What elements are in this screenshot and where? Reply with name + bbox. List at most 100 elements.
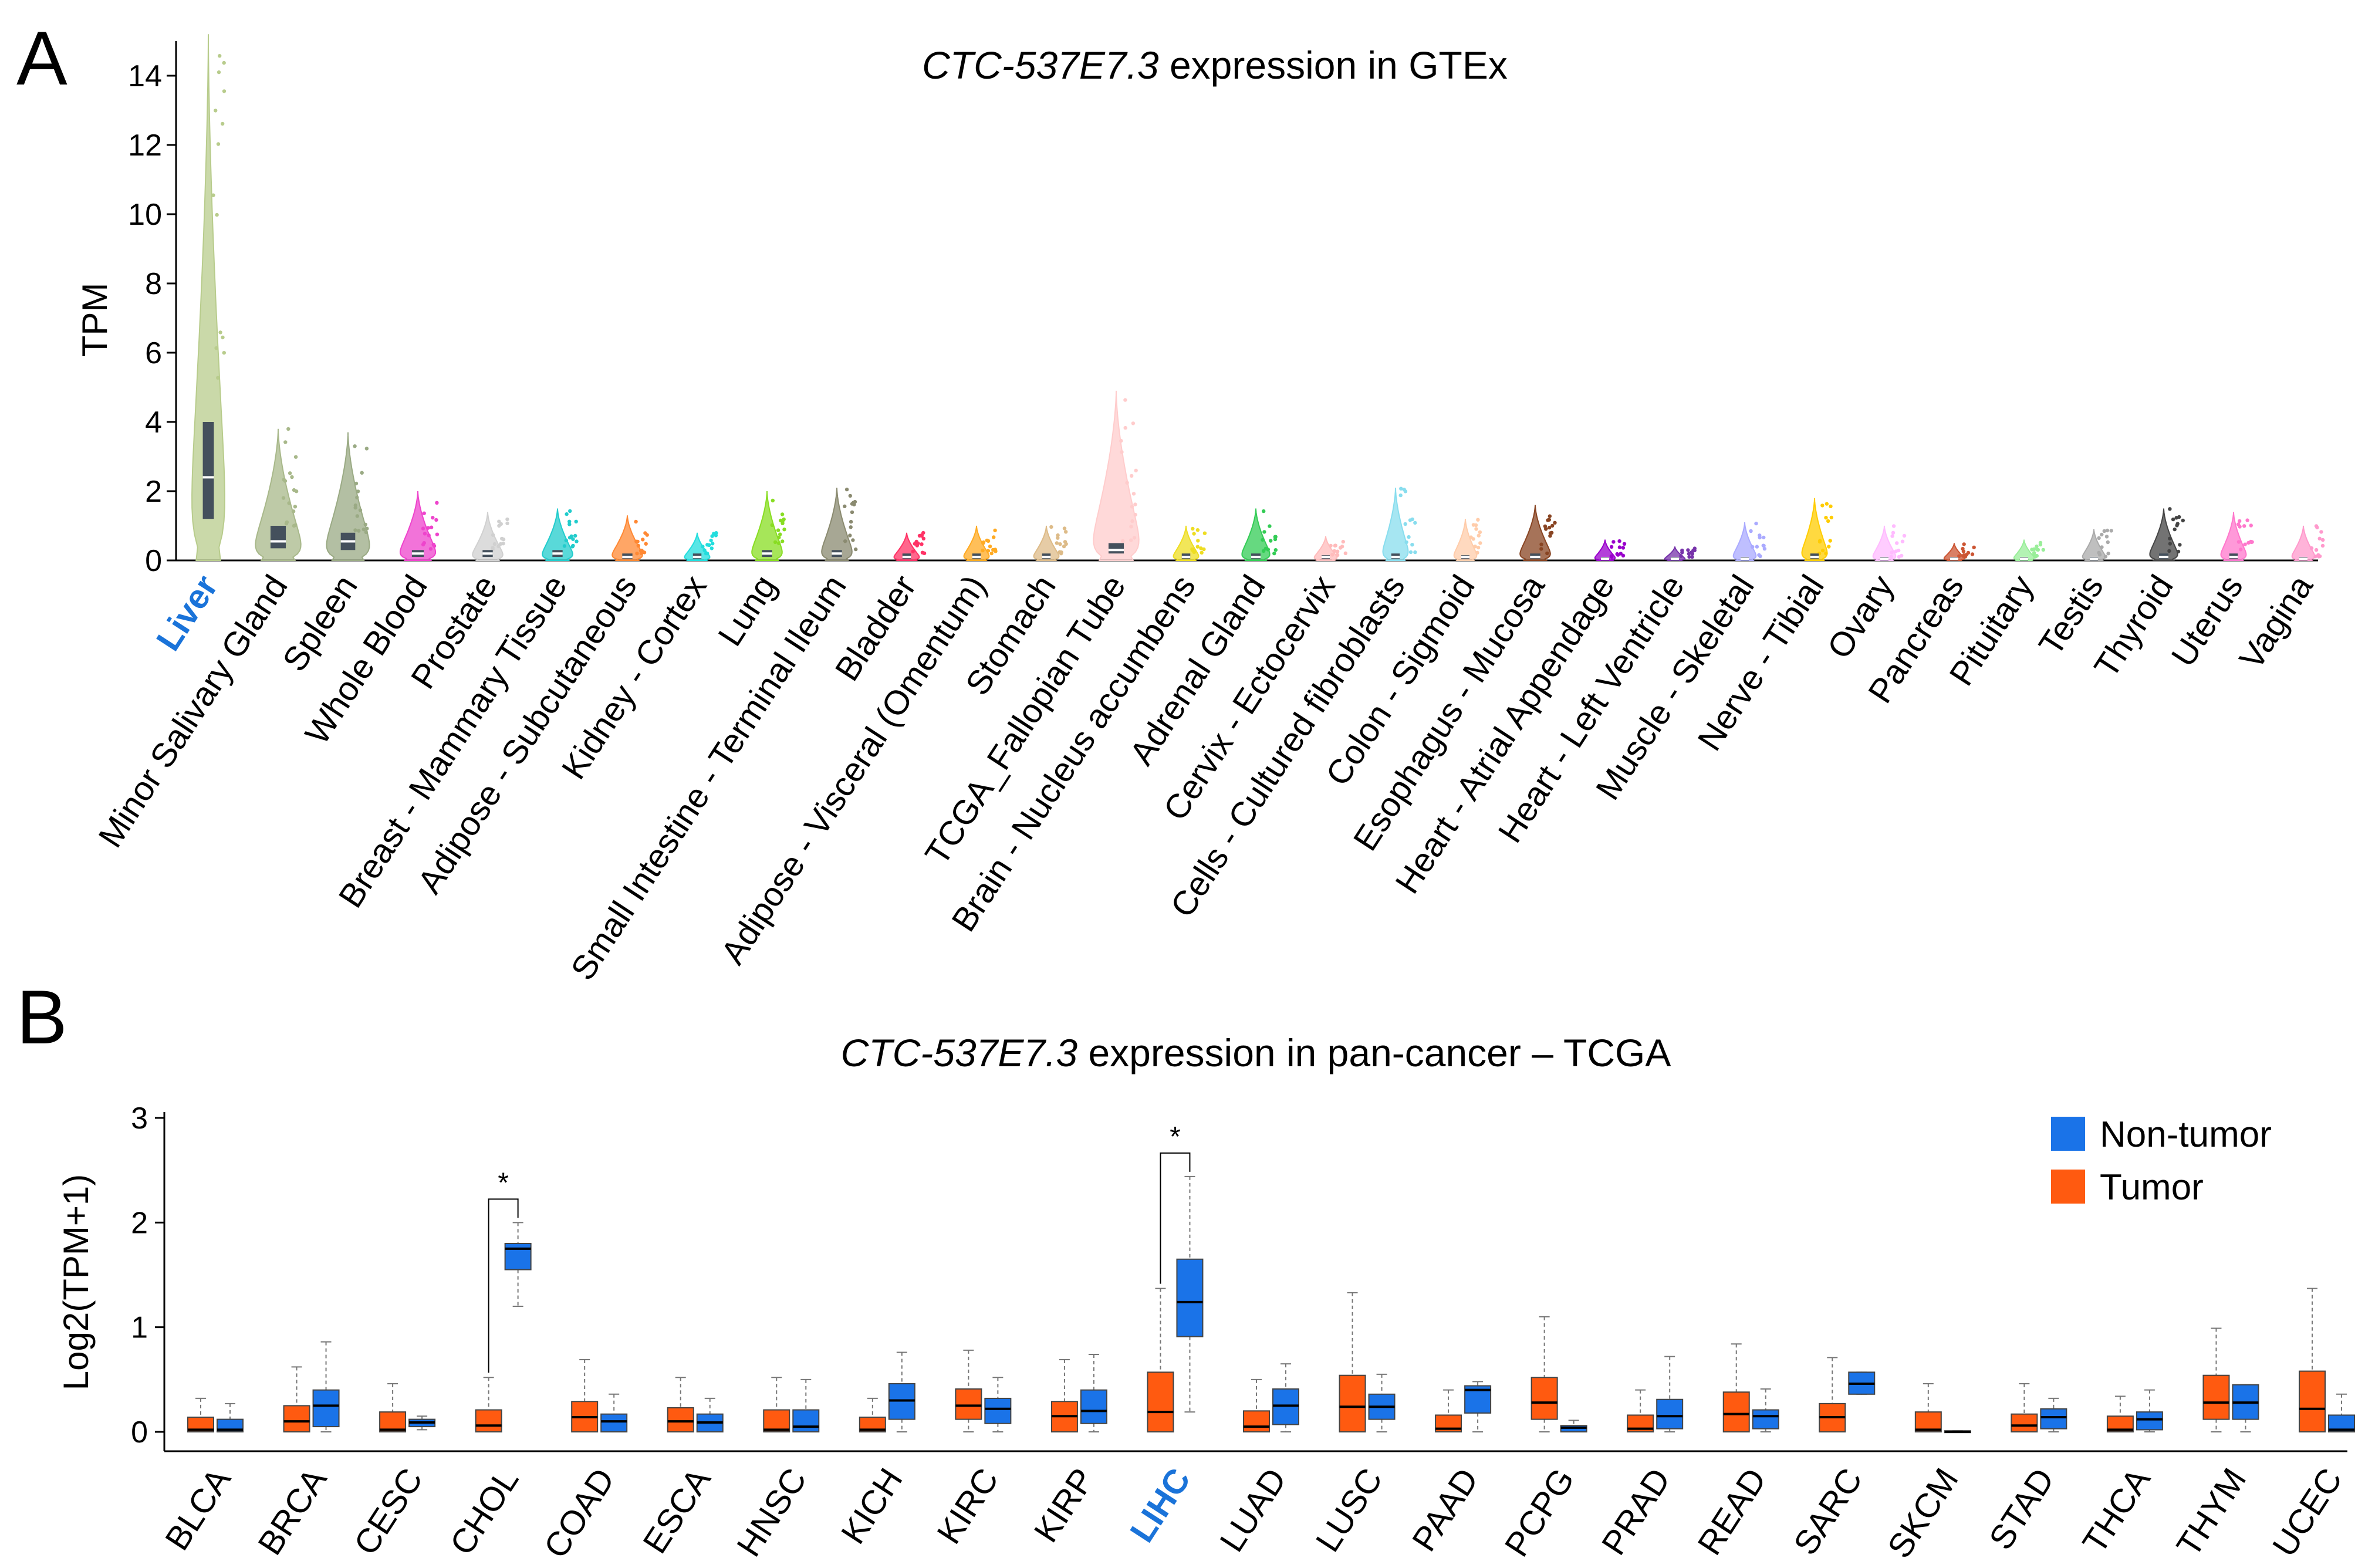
outlier-point [635,552,639,556]
tcga-x-label-skcm: SKCM [1880,1462,1966,1565]
tcga-x-label-brca: BRCA [251,1461,334,1562]
violin-heart-atrial-appendage [1594,539,1627,561]
outlier-point [567,536,572,540]
outlier-point [2238,519,2242,523]
outlier-point [2176,549,2181,554]
outlier-point [1751,545,1755,549]
outlier-point [2033,555,2038,559]
outlier-point [222,89,227,93]
tcga-box-chart: CTC-537E7.3 expression in pan-cancer – T… [56,1031,2355,1565]
outlier-point [1410,543,1414,547]
outlier-point [2168,536,2172,540]
outlier-point [2246,540,2251,545]
outlier-point [711,542,715,546]
outlier-point [1547,518,1551,522]
violin-shape [326,432,370,561]
violin-adrenal-gland [1241,508,1278,561]
box-group-cesc [379,1383,436,1433]
outlier-point [1757,553,1761,557]
outlier-point [2181,518,2185,523]
violin-lung [751,491,786,561]
tcga-y-axis-label: Log2(TPM+1) [56,1174,96,1391]
outlier-point [1262,530,1266,534]
significance-bracket [1160,1152,1191,1284]
outlier-point [639,551,644,556]
outlier-point [1268,524,1272,528]
outlier-point [2106,552,2110,556]
outlier-point [1049,525,1053,529]
outlier-point [981,540,986,545]
outlier-point [2245,518,2249,522]
outlier-point [2171,517,2175,522]
outlier-point [214,109,218,113]
tcga-x-label-esca: ESCA [636,1461,718,1560]
violin-bladder [893,530,927,561]
tcga-legend: Non-tumor Tumor [2051,1114,2272,1208]
outlier-point [1056,533,1060,538]
outlier-point [1891,524,1896,528]
outlier-point [2249,540,2253,545]
tcga-x-label-blca: BLCA [158,1461,238,1557]
box-group-esca [667,1377,724,1433]
outlier-point [365,526,369,530]
violin-shape [2013,539,2035,561]
non-tumor-box [1080,1389,1107,1424]
outlier-point [505,521,509,525]
outlier-point [1476,518,1480,522]
gtex-title-rest: expression in GTEx [1159,43,1508,87]
outlier-point [1961,546,1965,551]
outlier-point [702,548,707,552]
outlier-point [2104,535,2109,539]
violin-shape [893,532,920,561]
outlier-point [1539,547,1543,551]
outlier-point [1202,547,1206,552]
tcga-x-label-thym: THYM [2169,1462,2253,1563]
outlier-point [1687,555,1691,559]
outlier-point [1055,541,1059,545]
box-group-thca [2106,1389,2163,1432]
outlier-point [844,487,849,492]
outlier-point [780,512,785,516]
outlier-point [1473,545,1477,549]
outlier-point [1891,530,1896,535]
outlier-point [1477,533,1481,538]
outlier-point [771,498,775,503]
outlier-point [361,527,366,532]
outlier-point [642,550,647,555]
outlier-point [922,551,927,555]
outlier-point [571,537,575,541]
tcga-x-label-lusc: LUSC [1309,1462,1390,1559]
outlier-point [353,503,357,508]
box-group-pcpg [1531,1316,1587,1433]
outlier-point [571,543,575,548]
outlier-point [214,346,218,350]
outlier-point [1398,493,1403,498]
outlier-point [364,530,368,535]
outlier-point [288,471,292,475]
outlier-point [293,455,298,459]
tumor-box [2202,1374,2230,1420]
violin-esophagus-mucosa [1519,505,1557,561]
outlier-point [292,488,296,492]
violin-colon-sigmoid [1453,518,1482,561]
outlier-point [991,548,995,552]
outlier-point [1754,521,1758,526]
violin-cells-cultured-fibroblasts [1382,486,1417,561]
outlier-point [1820,548,1825,553]
tcga-x-label-lihc: LIHC [1123,1462,1198,1549]
gtex-y-tick-label: 6 [145,336,162,370]
outlier-point [363,522,367,526]
outlier-point [364,447,369,451]
outlier-point [1962,542,1966,546]
outlier-point [1687,552,1691,556]
outlier-point [777,535,781,539]
outlier-point [1133,512,1137,517]
outlier-point [421,542,425,547]
outlier-point [915,543,920,548]
outlier-point [216,142,221,146]
outlier-point [283,479,288,483]
outlier-point [2178,543,2182,547]
panel-a-label: A [16,15,67,101]
gtex-y-tick-label: 14 [128,59,162,93]
outlier-point [501,537,506,542]
